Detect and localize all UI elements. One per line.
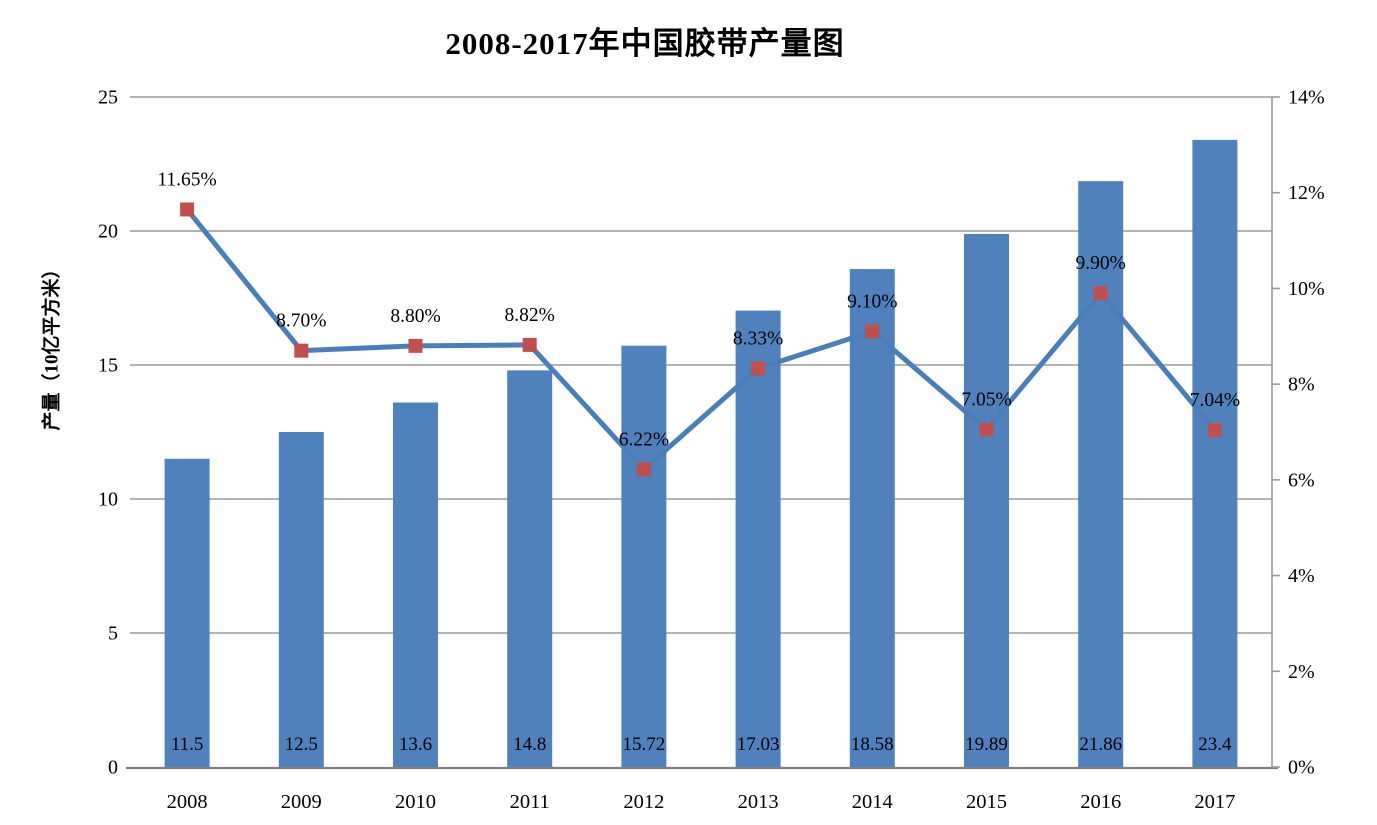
right-axis-tick-label: 12% [1288, 182, 1325, 204]
chart-title: 2008-2017年中国胶带产量图 [445, 26, 845, 61]
line-value-label: 9.10% [847, 292, 897, 313]
line-marker [294, 343, 309, 358]
line-marker [180, 202, 195, 217]
line-marker [1207, 423, 1222, 438]
x-axis-category-label: 2012 [623, 791, 664, 813]
line-value-label: 7.04% [1190, 390, 1240, 411]
bar [278, 432, 324, 767]
bar [735, 310, 781, 767]
bar [1078, 181, 1124, 768]
line-marker [751, 361, 766, 376]
x-axis-category-label: 2017 [1194, 791, 1235, 813]
line-marker [979, 422, 994, 437]
line-marker [408, 338, 423, 353]
bar-value-label: 14.8 [513, 734, 546, 755]
bar-value-label: 23.4 [1198, 734, 1232, 755]
bar-value-label: 19.89 [965, 734, 1008, 755]
bar-value-label: 18.58 [851, 734, 894, 755]
right-axis-tick-label: 0% [1288, 757, 1315, 779]
x-axis-category-label: 2014 [852, 791, 893, 813]
bar-value-label: 13.6 [399, 734, 432, 755]
line-series [184, 206, 1218, 472]
line-marker [522, 337, 537, 352]
right-axis-tick-label: 14% [1288, 87, 1325, 109]
bar [621, 345, 667, 767]
bar-value-label: 17.03 [737, 734, 780, 755]
left-axis-tick-label: 15 [98, 355, 118, 377]
right-axis-tick-label: 10% [1288, 278, 1325, 300]
line-value-label: 8.33% [733, 328, 783, 349]
left-axis-tick-label: 5 [108, 623, 118, 645]
line-marker [636, 462, 651, 477]
x-axis-category-label: 2016 [1080, 791, 1121, 813]
left-axis-tick-label: 0 [108, 757, 118, 779]
x-axis-category-label: 2015 [966, 791, 1007, 813]
x-axis-category-label: 2013 [738, 791, 779, 813]
line-marker [865, 324, 880, 339]
bar [507, 370, 553, 767]
right-axis-tick-label: 2% [1288, 661, 1315, 683]
left-axis-tick-label: 25 [98, 87, 118, 109]
line-marker [1093, 286, 1108, 301]
bar [849, 269, 895, 767]
line-value-label: 11.65% [157, 169, 216, 190]
x-axis-category-label: 2011 [510, 791, 550, 813]
line-value-label: 7.05% [961, 390, 1011, 411]
bar [1192, 139, 1238, 767]
right-axis-tick-label: 6% [1288, 469, 1315, 491]
bar [964, 233, 1009, 767]
x-axis-category-label: 2009 [281, 791, 322, 813]
line-value-label: 9.90% [1076, 253, 1126, 274]
line-value-label: 6.22% [619, 429, 669, 450]
bar-value-label: 21.86 [1079, 734, 1122, 755]
x-axis-category-label: 2010 [395, 791, 436, 813]
bar [393, 402, 438, 767]
bar-value-label: 15.72 [623, 734, 666, 755]
left-axis-tick-label: 20 [98, 221, 118, 243]
bar [164, 458, 210, 767]
bar-value-label: 12.5 [285, 734, 318, 755]
right-axis-tick-label: 4% [1288, 565, 1315, 587]
x-axis-category-label: 2008 [167, 791, 208, 813]
right-axis-tick-label: 8% [1288, 374, 1315, 396]
line-value-label: 8.70% [276, 311, 326, 332]
bar-value-label: 11.5 [171, 734, 204, 755]
line-value-label: 8.80% [390, 306, 440, 327]
line-value-label: 8.82% [505, 305, 555, 326]
left-axis-tick-label: 10 [98, 489, 118, 511]
